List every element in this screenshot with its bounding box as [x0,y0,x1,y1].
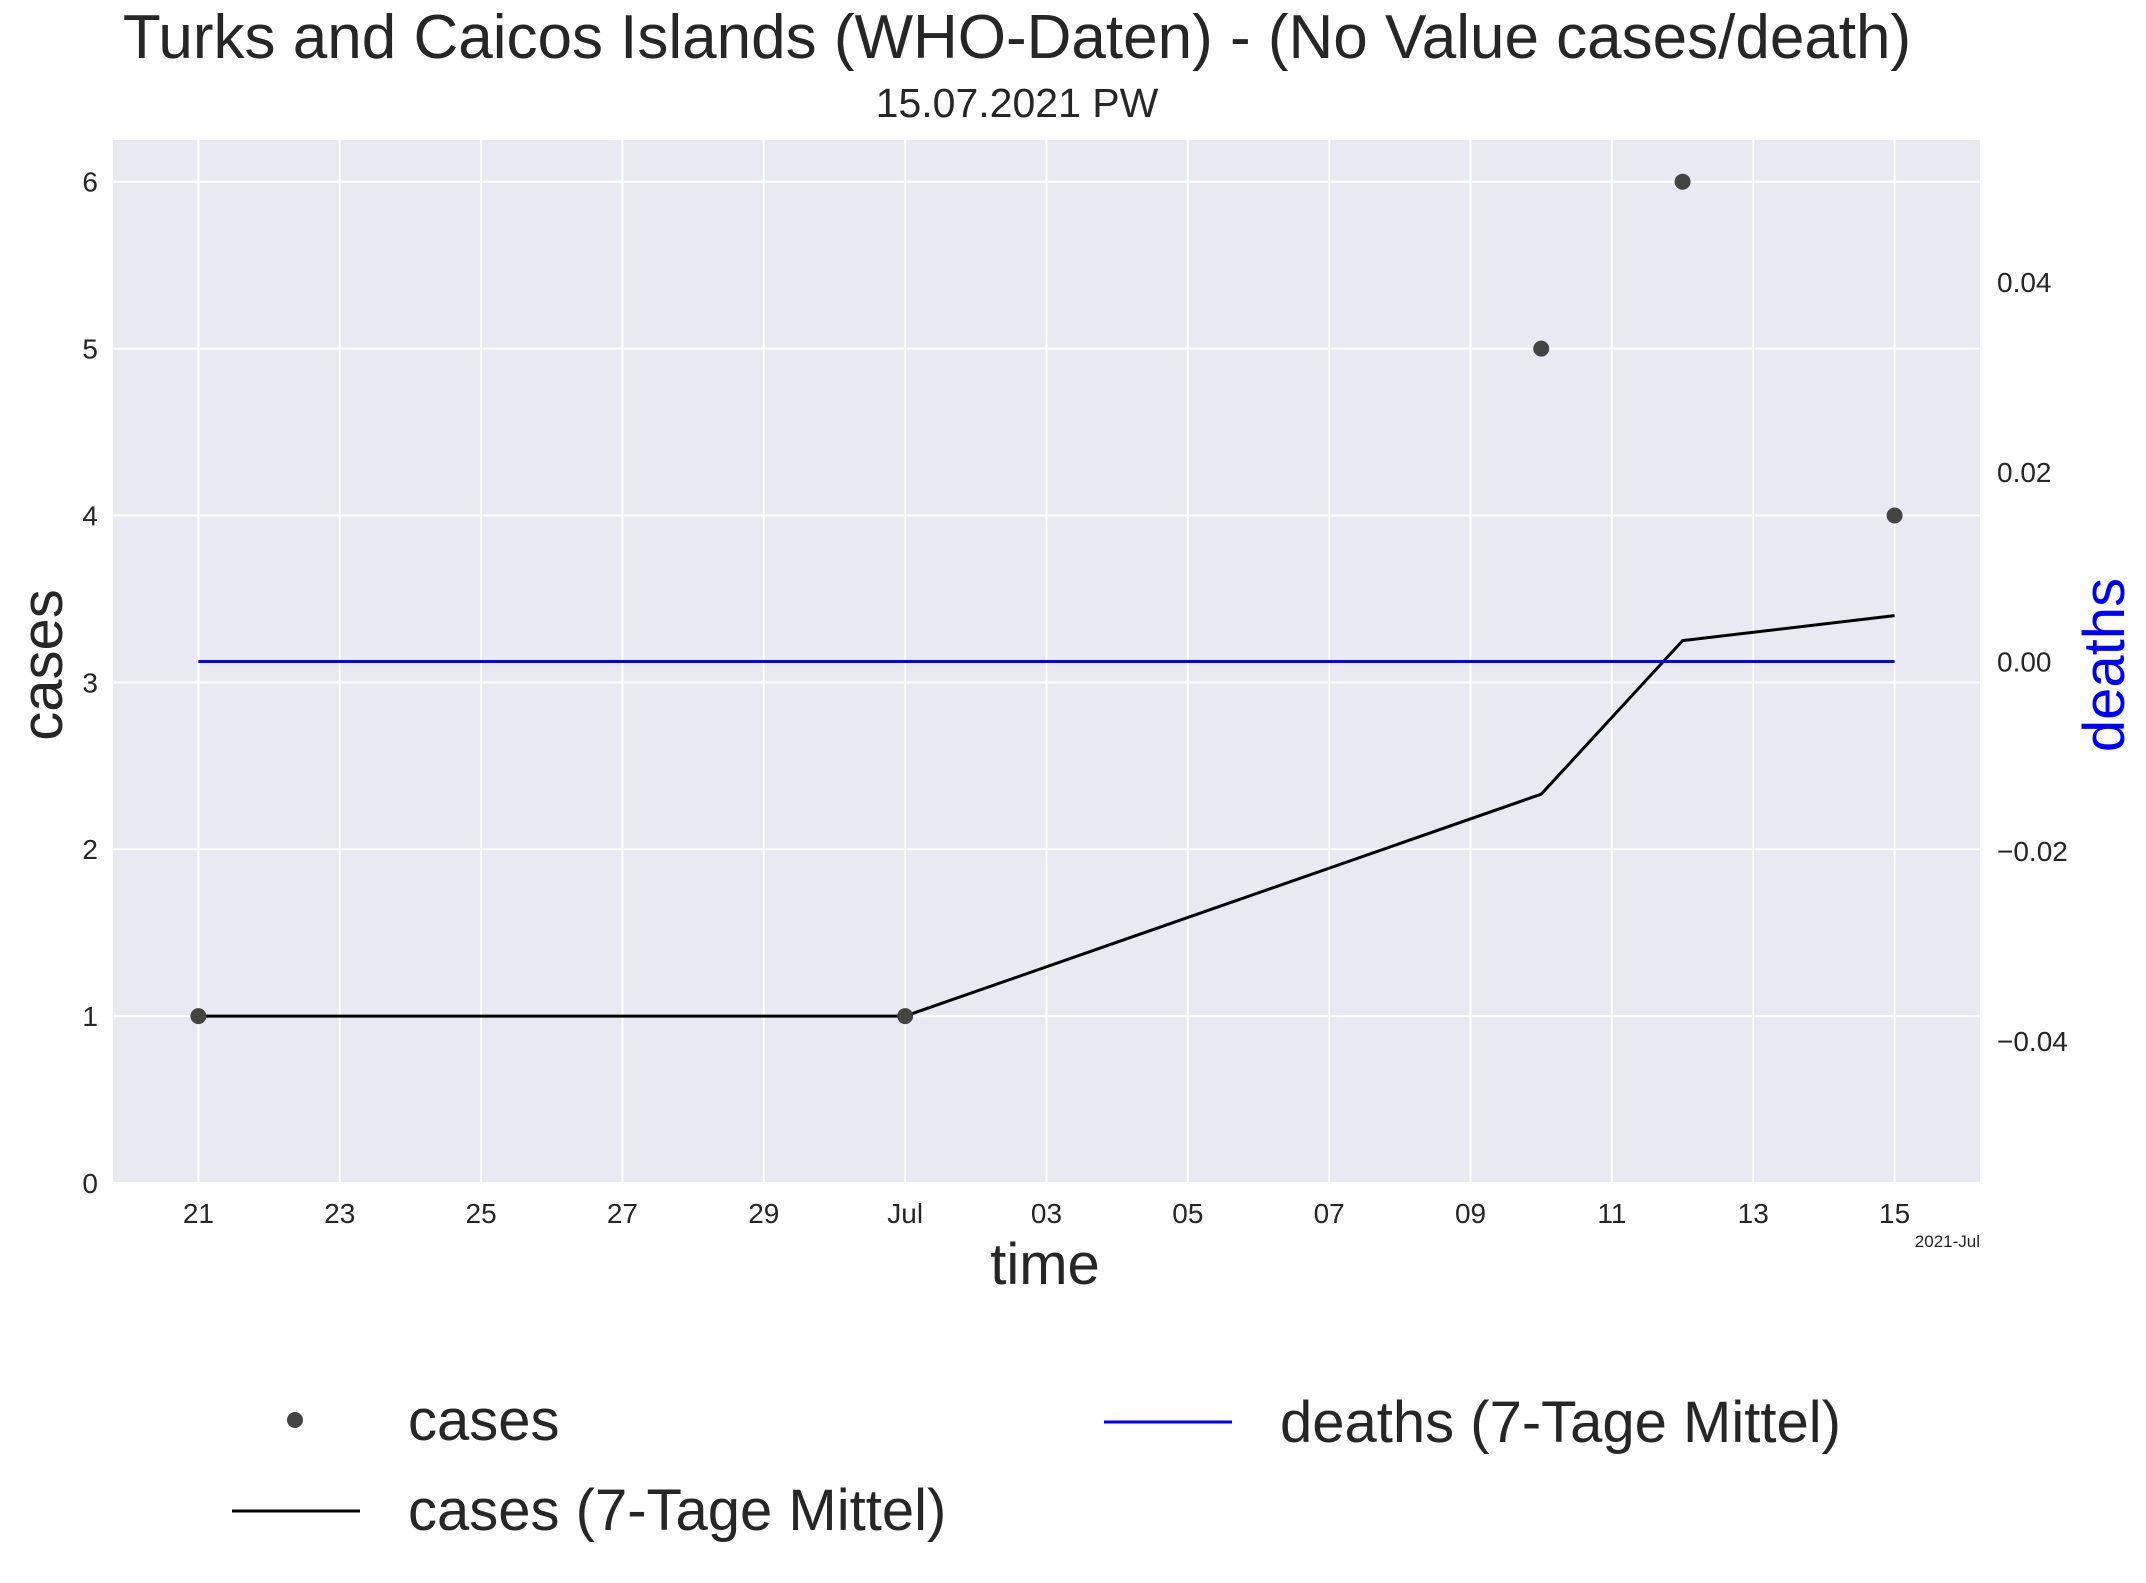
x-axis-label: time [990,1232,1100,1297]
legend-entry-cases-7-tage-mittel: cases (7-Tage Mittel) [232,1478,946,1543]
legend-label-cases-7-tage-mittel: cases (7-Tage Mittel) [408,1478,946,1543]
y-tick-label: 3 [82,667,98,698]
data-point-cases [190,1008,207,1025]
x-tick-label: 27 [607,1198,638,1229]
data-point-cases [1886,507,1903,524]
axis-labels-layer: 21 23 25 27 29 Jul 03 05 07 09 11 13 150123456−0.04−… [82,167,2067,1229]
y2-tick-label: 0.02 [1997,457,2052,488]
legend-entry-cases: cases [287,1388,560,1453]
series-line-cases-7-tage-mittel [198,614,1895,1018]
data-point-cases [1674,173,1691,190]
legend-marker-cases [287,1412,303,1428]
x-tick-label: 07 [1314,1198,1345,1229]
x-tick-label: 09 [1455,1198,1486,1229]
legend-label-deaths-7-tage-mittel: deaths (7-Tage Mittel) [1280,1390,1841,1455]
y2-tick-label: −0.04 [1997,1026,2068,1057]
y2-tick-label: 0.00 [1997,647,2052,678]
x-tick-label: 29 [748,1198,779,1229]
y-tick-label: 0 [82,1168,98,1199]
chart-title: Turks and Caicos Islands (WHO-Daten) - (… [123,3,1911,72]
x-tick-label: 03 [1031,1198,1062,1229]
y-tick-label: 1 [82,1001,98,1032]
x-tick-label: 25 [466,1198,497,1229]
x-tick-label: 23 [324,1198,355,1229]
y-tick-label: 2 [82,834,98,865]
data-point-cases [897,1008,914,1025]
x-tick-label: 21 [183,1198,214,1229]
legend-label-cases: cases [408,1388,560,1453]
y2-tick-label: 0.04 [1997,267,2052,298]
y-tick-label: 6 [82,167,98,198]
legend: cases cases (7-Tage Mittel) deaths (7-Ta… [232,1388,1841,1543]
y-tick-label: 5 [82,334,98,365]
y-axis-label: cases [10,589,75,741]
x-tick-label: 11 [1597,1198,1626,1229]
y2-tick-label: −0.02 [1997,836,2068,867]
legend-entry-deaths-7-tage-mittel: deaths (7-Tage Mittel) [1104,1390,1841,1455]
chart-subtitle: 15.07.2021 PW [876,80,1159,126]
x-tick-label: 15 [1879,1198,1910,1229]
series-layer [190,173,1903,1025]
x-tick-label: 13 [1738,1198,1769,1229]
x-axis-offset-label: 2021-Jul [1915,1232,1980,1251]
y2-axis-label: deaths [2072,578,2137,752]
x-tick-label: 05 [1172,1198,1203,1229]
x-tick-label: Jul [887,1198,923,1229]
data-point-cases [1533,340,1550,357]
y-tick-label: 4 [82,500,98,531]
